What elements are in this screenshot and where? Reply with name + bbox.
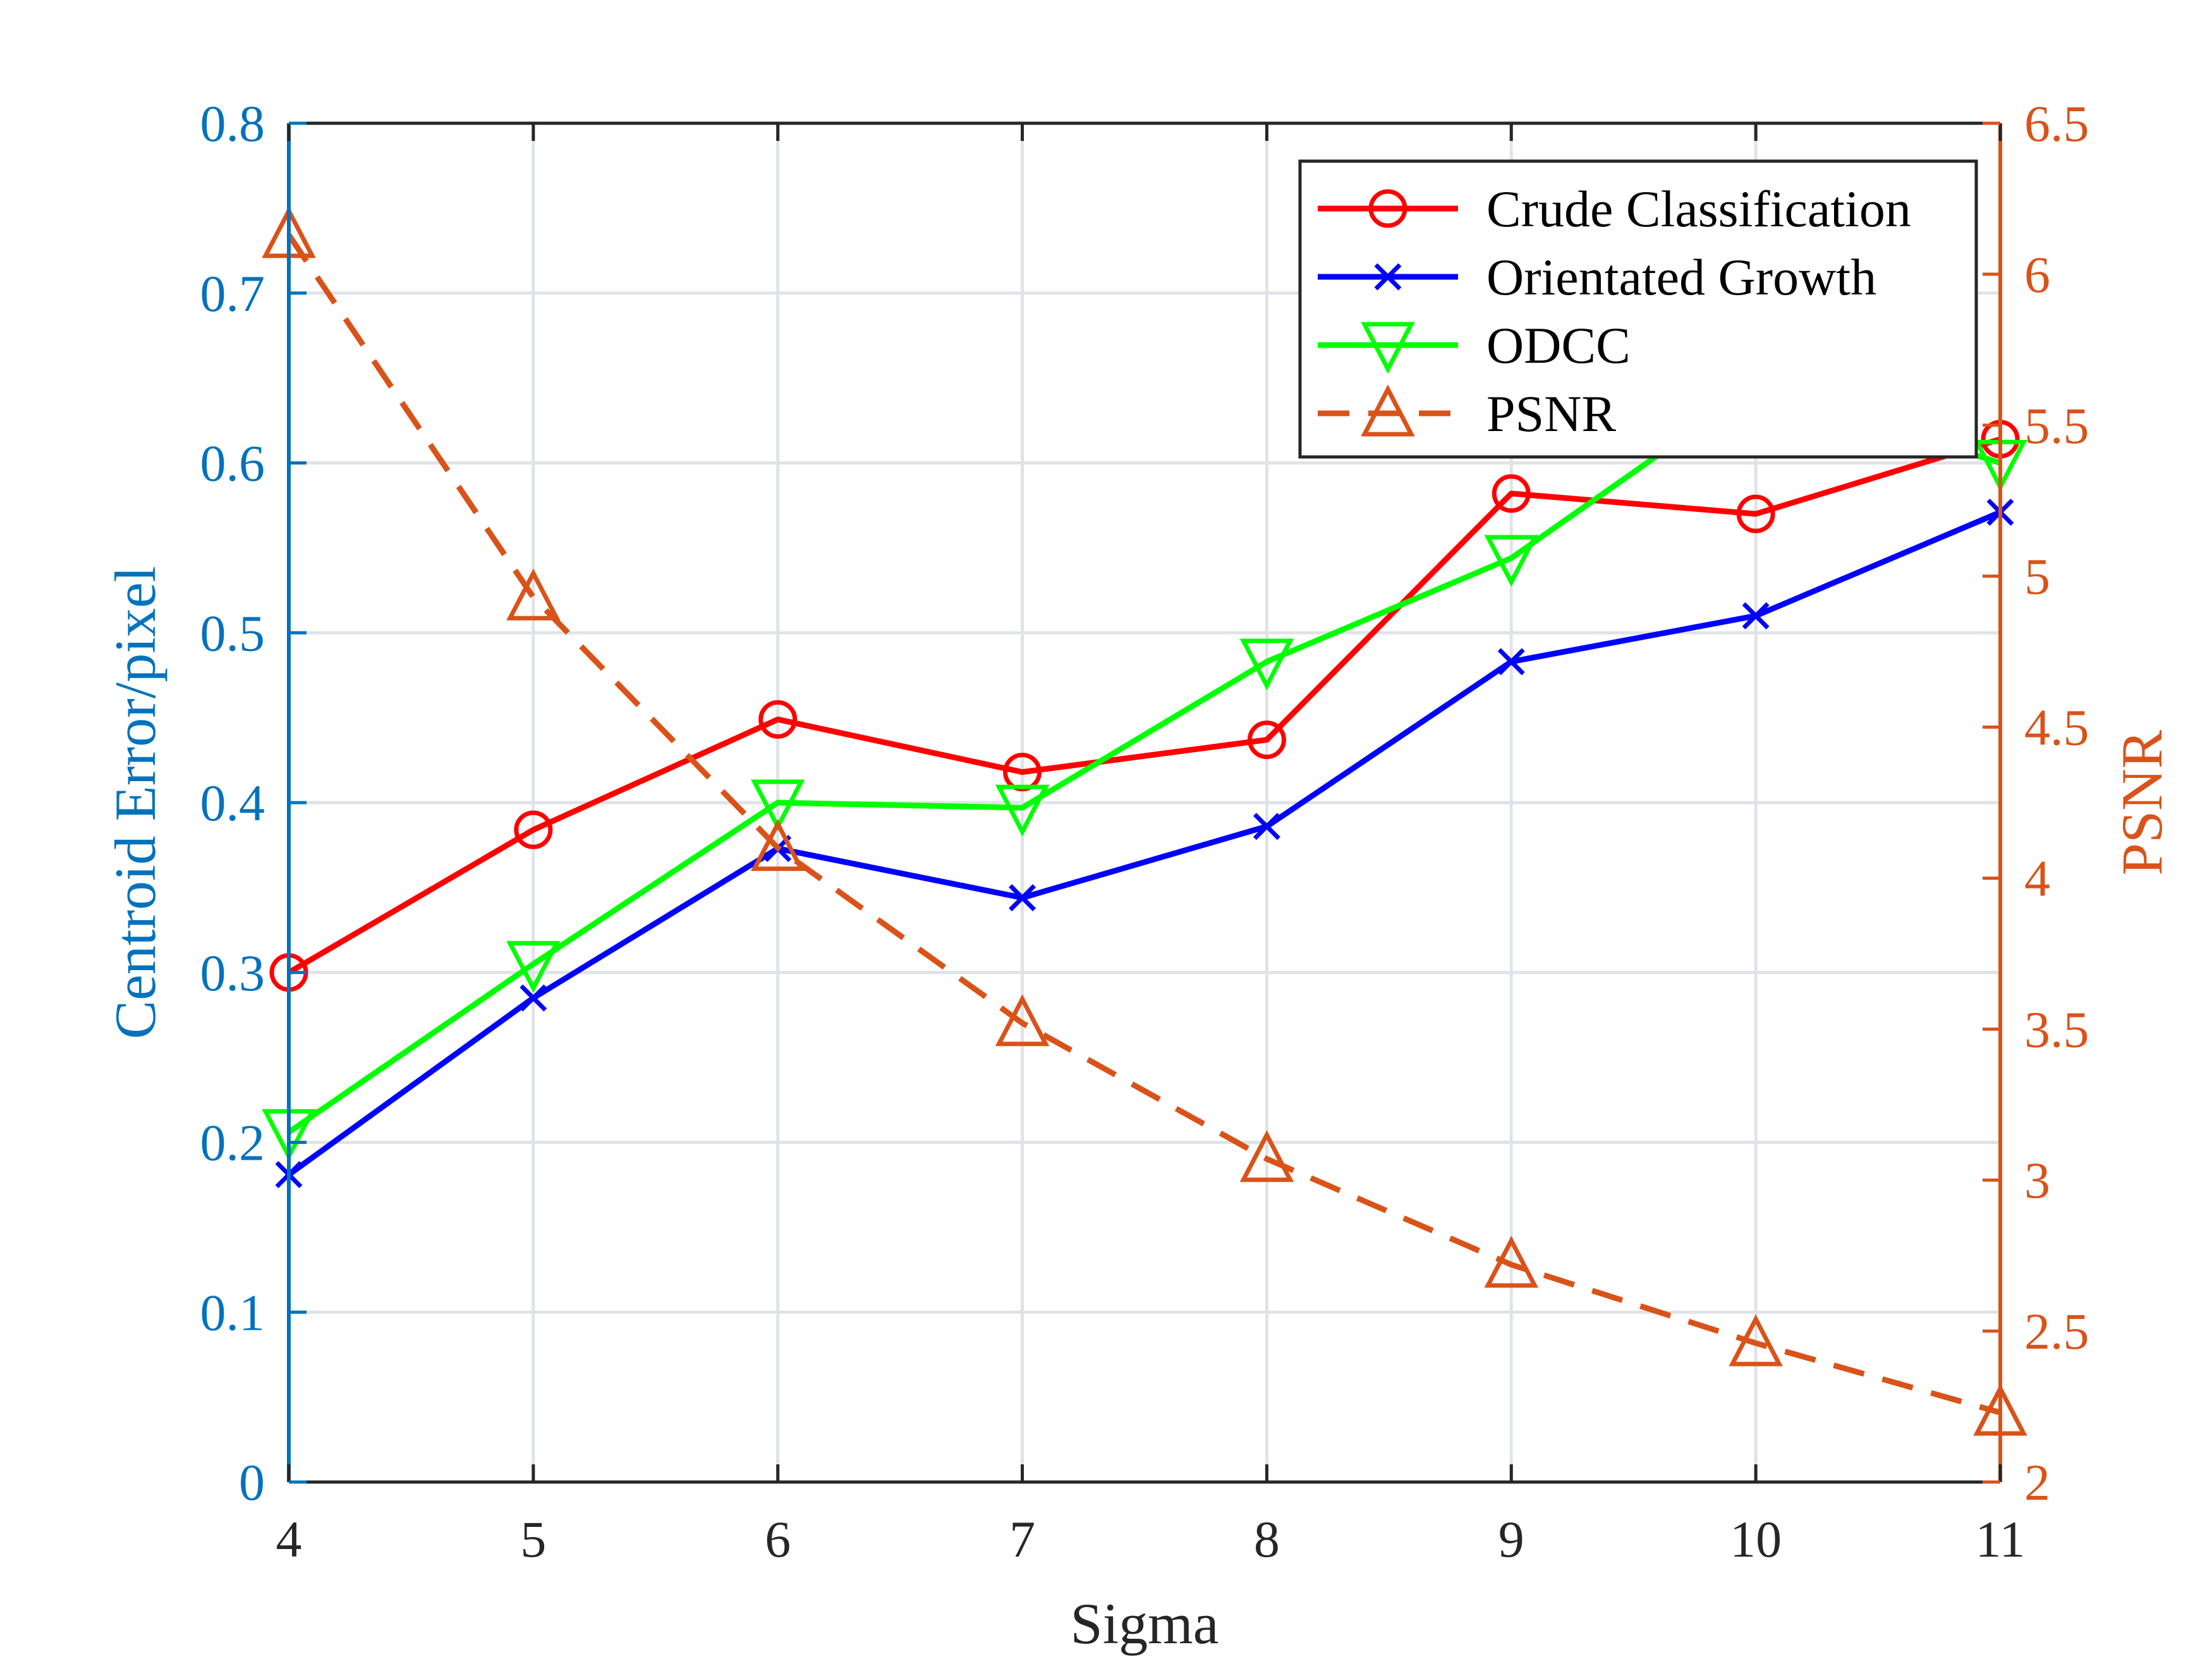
x-axis-label: Sigma	[1070, 1591, 1218, 1656]
legend-label: Crude Classification	[1486, 180, 1911, 238]
series-psnr	[262, 206, 2027, 1436]
data-point	[1484, 535, 1539, 587]
right-y-tick-label: 3.5	[2024, 1000, 2089, 1058]
legend: Crude Classification Orientated Growth ODC…	[1298, 159, 1978, 459]
data-point	[750, 819, 805, 872]
right-y-tick-label: 2.5	[2024, 1303, 2089, 1360]
data-point	[1247, 720, 1286, 760]
left-y-tick-label: 0.3	[200, 944, 265, 1002]
right-y-axis-label: PSNR	[2110, 729, 2174, 875]
x-tick-label: 9	[1498, 1510, 1524, 1568]
legend-label: PSNR	[1486, 385, 1616, 442]
axes: 4 5 6 7 8 9 10 11 0 0.1 0.2 0.3 0.4 0.5 0.6 0.7 0.8 2 2.5 3…	[200, 95, 2089, 1568]
data-point	[758, 700, 798, 739]
series-line	[287, 509, 2002, 1177]
x-tick-label: 7	[1009, 1510, 1035, 1568]
x-tick-label: 10	[1730, 1510, 1782, 1568]
left-y-tick-label: 0.5	[200, 604, 265, 662]
data-point	[1009, 884, 1036, 911]
left-y-axis-label: Centroid Error/pixel	[103, 566, 167, 1040]
right-y-tick-label: 4.5	[2024, 699, 2089, 757]
legend-marker	[1361, 384, 1415, 437]
legend-item: PSNR	[1318, 384, 1616, 442]
right-y-tick-label: 4	[2024, 849, 2050, 907]
legend-label: ODCC	[1486, 317, 1631, 374]
left-y-tick-label: 0.6	[200, 435, 265, 492]
legend-item: Orientated Growth	[1318, 248, 1876, 306]
data-point	[995, 784, 1050, 837]
data-point	[514, 810, 553, 849]
left-y-tick-label: 0.8	[200, 95, 265, 152]
series-orientated-growth	[275, 498, 2014, 1189]
data-point	[1497, 648, 1525, 676]
data-point	[506, 940, 561, 993]
right-y-tick-label: 3	[2024, 1152, 2050, 1209]
data-point	[750, 779, 805, 832]
data-point	[1253, 813, 1280, 841]
right-y-tick-label: 6	[2024, 246, 2050, 303]
data-point	[1492, 474, 1531, 513]
data-point	[1239, 638, 1294, 691]
left-y-tick-label: 0.1	[200, 1284, 265, 1341]
data-point	[1003, 753, 1042, 792]
x-tick-label: 4	[276, 1510, 302, 1568]
legend-item: Crude Classification	[1318, 180, 1911, 238]
x-tick-label: 11	[1976, 1510, 2026, 1568]
data-point	[1484, 1236, 1539, 1288]
x-tick-label: 8	[1254, 1510, 1280, 1568]
right-y-tick-label: 6.5	[2024, 95, 2089, 152]
data-point	[1239, 1130, 1294, 1182]
legend-marker	[1374, 263, 1402, 291]
data-point	[1742, 602, 1770, 629]
data-point	[520, 984, 547, 1012]
legend-marker	[1368, 189, 1407, 228]
data-point	[1729, 1314, 1783, 1366]
left-y-tick-label: 0.7	[200, 265, 265, 322]
x-tick-label: 6	[765, 1510, 791, 1568]
data-point	[1736, 494, 1775, 533]
legend-item: ODCC	[1318, 317, 1631, 374]
left-y-tick-label: 0.4	[200, 774, 265, 832]
right-y-tick-label: 5.5	[2024, 397, 2089, 454]
right-y-tick-label: 2	[2024, 1454, 2050, 1511]
series-line	[287, 436, 2002, 975]
legend-marker	[1361, 322, 1415, 374]
right-y-tick-label: 5	[2024, 548, 2050, 605]
left-y-tick-label: 0.2	[200, 1114, 265, 1172]
left-y-tick-label: 0	[239, 1454, 265, 1511]
series-line	[286, 233, 2002, 1416]
x-tick-label: 5	[520, 1510, 546, 1568]
data-point	[995, 994, 1050, 1047]
data-point	[506, 568, 561, 621]
legend-label: Orientated Growth	[1486, 248, 1876, 306]
